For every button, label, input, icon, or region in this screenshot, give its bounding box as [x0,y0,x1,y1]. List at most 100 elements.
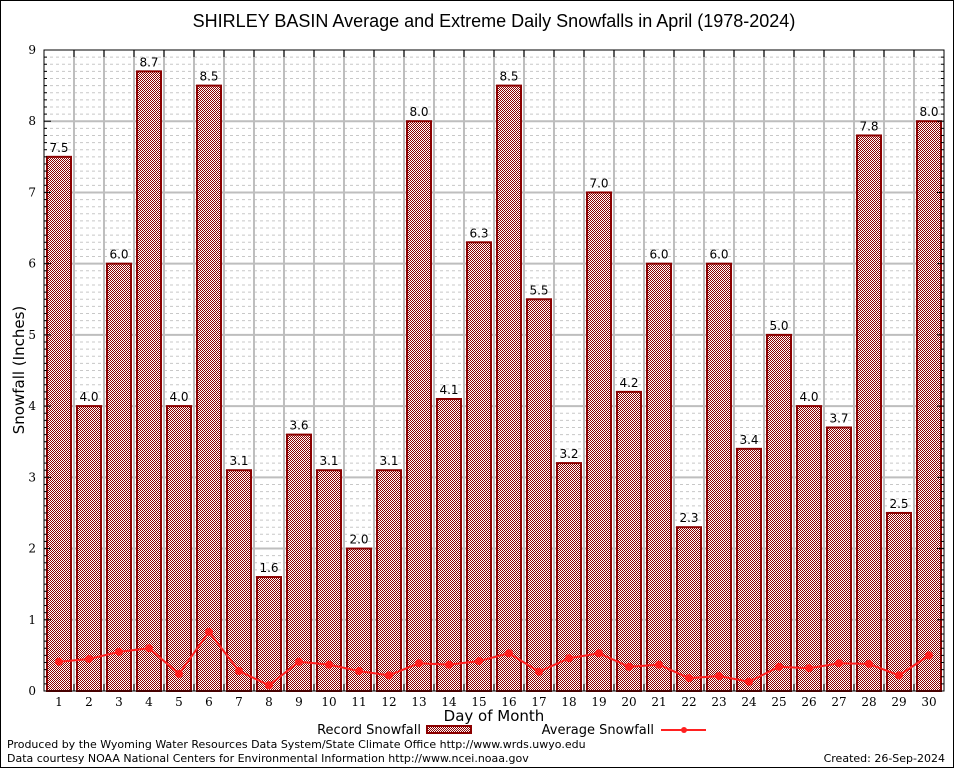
x-tick-labels: 1 2 3 4 5 6 7 8 9 10 11 12 13 14 15 16 17 18 19 20 21 22 23 24 2… [55,695,936,709]
bar-record-day-27 [826,426,852,692]
x-tick-label: 27 [831,695,846,709]
value-label-day-8: 1.6 [259,561,278,575]
value-label-day-23: 6.0 [709,248,728,262]
y-tick-label: 0 [28,684,36,698]
axes [43,49,945,692]
average-point-day-24 [745,677,753,686]
y-tick-label: 5 [28,328,36,342]
chart-title: SHIRLEY BASIN Average and Extreme Daily … [193,11,796,31]
average-point-day-13 [415,659,423,668]
average-point-day-27 [835,659,843,668]
value-label-day-6: 8.5 [199,70,218,84]
average-point-day-21 [655,660,663,669]
x-tick-label: 21 [651,695,666,709]
x-tick-label: 26 [801,695,816,709]
value-label-day-25: 5.0 [769,319,788,333]
bar-record-day-22 [676,526,702,693]
x-tick-label: 6 [205,695,213,709]
average-point-day-26 [805,664,813,673]
average-point-day-29 [895,671,903,680]
y-tick-label: 6 [28,257,36,271]
x-tick-label: 14 [441,695,457,709]
average-point-day-8 [265,681,273,690]
legend-swatch-average-marker [681,727,687,733]
footer-created: Created: 26-Sep-2024 [824,752,945,765]
y-tick-label: 9 [28,43,36,57]
value-label-day-27: 3.7 [829,411,848,425]
value-label-day-30: 8.0 [919,105,938,119]
y-axis-label: Snowfall (Inches) [10,306,28,434]
value-label-day-12: 3.1 [379,454,398,468]
x-tick-label: 5 [175,695,183,709]
legend-label-record: Record Snowfall [317,723,421,738]
y-tick-label: 7 [28,185,36,199]
value-label-day-19: 7.0 [589,176,608,190]
bar-record-day-19 [586,191,612,692]
average-point-day-15 [475,657,483,666]
value-label-day-14: 4.1 [439,383,458,397]
footer-produced-by: Produced by the Wyoming Water Resources … [7,738,586,751]
bar-record-day-15 [466,241,492,693]
bar-record-day-6 [196,84,222,693]
average-point-day-6 [205,627,213,636]
value-label-day-1: 7.5 [49,141,68,155]
bar-record-day-4 [136,70,162,693]
value-label-day-21: 6.0 [649,248,668,262]
y-tick-label: 8 [28,114,36,128]
y-tick-label: 3 [28,470,36,484]
x-tick-label: 4 [145,695,153,709]
average-point-day-2 [85,654,93,663]
legend-label-average: Average Snowfall [542,723,654,738]
x-tick-label: 3 [115,695,123,709]
x-tick-label: 1 [55,695,63,709]
bar-record-day-7 [226,469,252,693]
average-point-day-5 [175,669,183,678]
bar-record-day-23 [706,262,732,692]
value-label-day-22: 2.3 [679,511,698,525]
x-tick-label: 7 [235,695,243,709]
footer-data-courtesy: Data courtesy NOAA National Centers for … [7,752,529,765]
average-point-day-22 [685,674,693,683]
bar-record-day-5 [166,405,192,692]
average-point-day-10 [325,660,333,669]
average-point-day-18 [565,654,573,663]
x-tick-label: 28 [861,695,876,709]
y-tick-label: 1 [28,613,36,627]
bar-record-day-17 [526,298,552,692]
bar-record-day-21 [646,262,672,692]
bar-record-day-16 [496,84,522,693]
value-label-day-15: 6.3 [469,226,488,240]
x-tick-label: 13 [411,695,426,709]
average-point-day-11 [355,667,363,676]
average-snowfall-line [58,630,930,687]
bar-record-day-24 [736,447,762,692]
bar-record-day-29 [886,511,912,693]
bar-record-day-13 [406,120,432,692]
bar-record-day-3 [106,262,132,692]
x-tick-label: 11 [351,695,366,709]
x-tick-label: 22 [681,695,696,709]
bar-record-day-9 [286,433,312,692]
average-point-day-4 [145,644,153,653]
bar-record-day-8 [256,576,282,692]
average-point-day-7 [235,667,243,676]
value-label-day-3: 6.0 [109,248,128,262]
x-tick-label: 8 [265,695,273,709]
x-tick-label: 2 [85,695,93,709]
value-label-day-9: 3.6 [289,419,308,433]
x-tick-label: 17 [531,695,546,709]
grid [44,50,944,691]
value-label-day-20: 4.2 [619,376,638,390]
value-label-day-5: 4.0 [169,390,188,404]
bar-record-day-1 [46,155,72,693]
x-tick-label: 24 [741,695,757,709]
bar-record-day-28 [856,134,882,692]
value-labels: 7.5 4.0 6.0 8.7 4.0 8.5 3.1 1.6 3.6 3.1 2.0 3.1 8.0 4… [49,55,938,575]
bar-record-day-14 [436,397,462,692]
bar-record-day-12 [376,469,402,693]
bar-record-day-2 [76,405,102,692]
average-point-day-19 [595,649,603,658]
x-tick-label: 29 [891,695,906,709]
x-tick-label: 15 [471,695,486,709]
